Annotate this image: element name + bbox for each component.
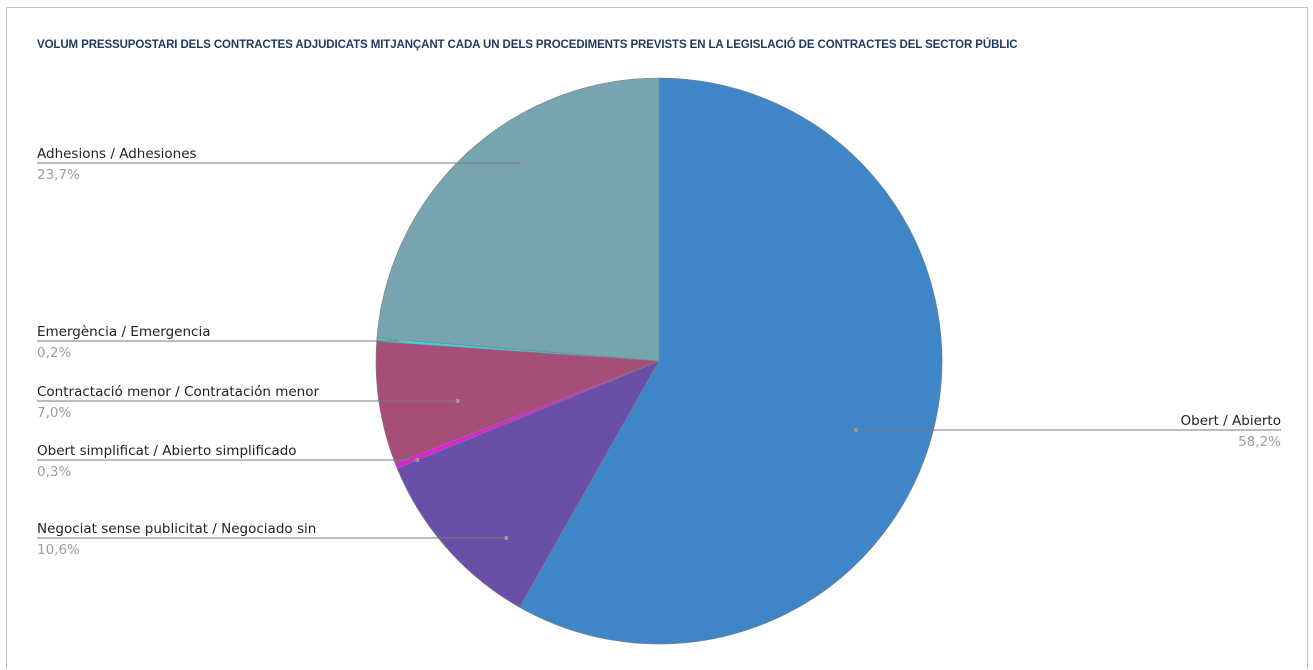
slice-value-label-2: 0,3% — [37, 464, 71, 480]
slice-value-label-4: 0,2% — [37, 345, 71, 361]
slice-label-2: Obert simplificat / Abierto simplificado — [37, 443, 297, 459]
pie-slice-5 — [376, 77, 660, 362]
pie-slice-3 — [375, 341, 660, 464]
pie-slice-1 — [396, 360, 660, 608]
pie-slice-0 — [519, 77, 943, 645]
slice-value-label-1: 10,6% — [37, 542, 80, 558]
slice-label-4: Emergència / Emergencia — [37, 324, 210, 340]
slice-label-0: Obert / Abierto — [1181, 413, 1281, 429]
chart-title: VOLUM PRESSUPOSTARI DELS CONTRACTES ADJU… — [37, 39, 1018, 51]
slice-value-label-5: 23,7% — [37, 167, 80, 183]
slice-label-3: Contractació menor / Contratación menor — [37, 384, 319, 400]
slice-label-1: Negociat sense publicitat / Negociado si… — [37, 521, 316, 537]
slice-value-label-3: 7,0% — [37, 405, 71, 421]
slice-value-label-0: 58,2% — [1238, 434, 1281, 450]
slice-label-5: Adhesions / Adhesiones — [37, 146, 197, 162]
